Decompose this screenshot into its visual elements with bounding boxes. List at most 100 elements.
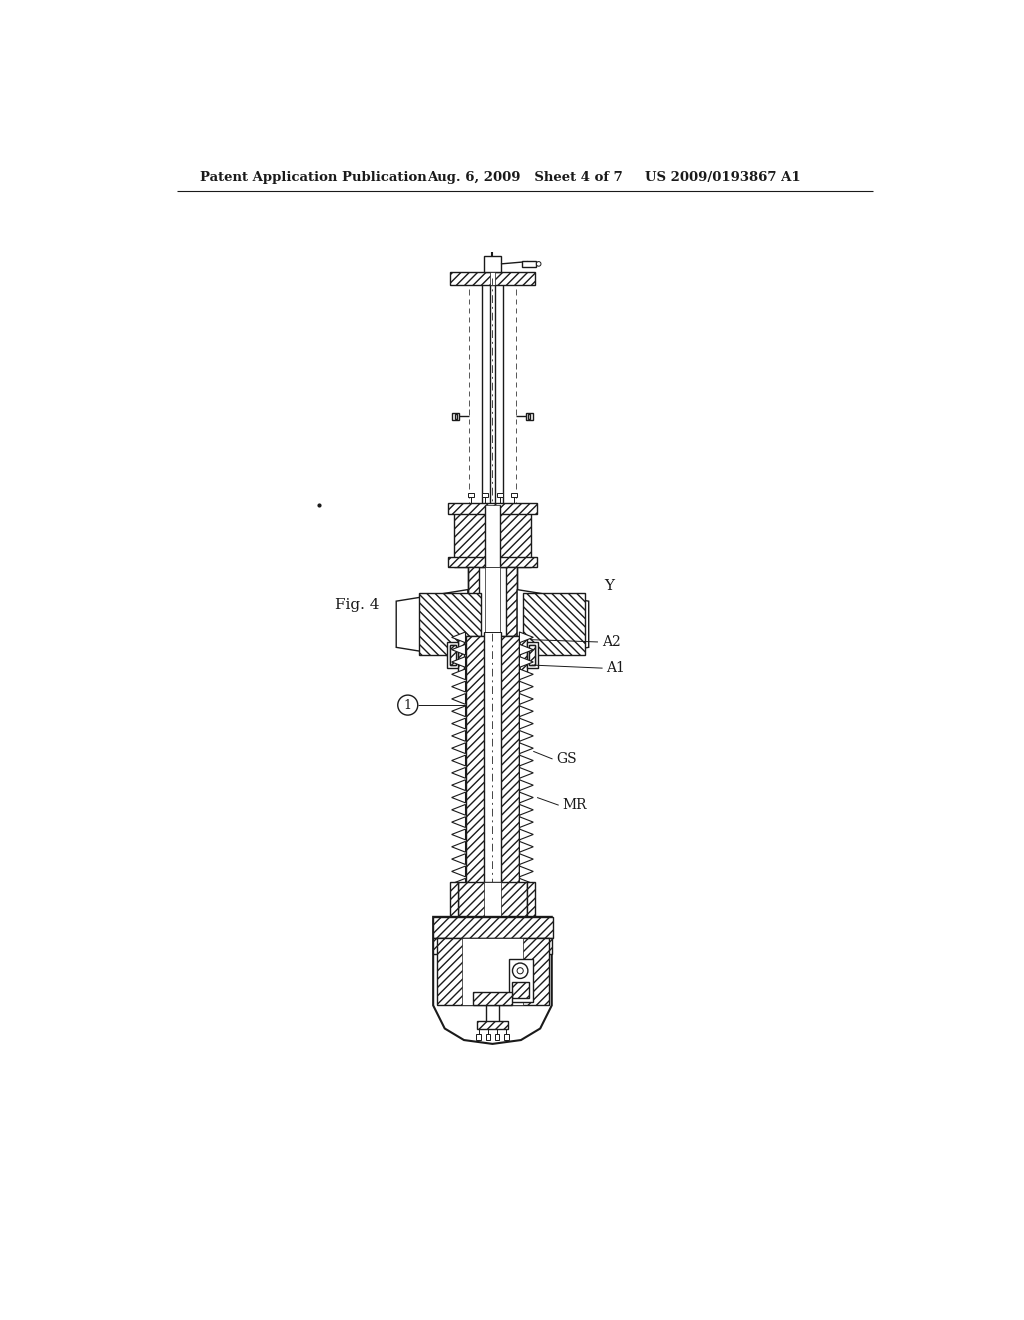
Bar [451, 645, 457, 665]
Bar [477, 1020, 508, 1028]
Circle shape [397, 696, 418, 715]
Bar [466, 636, 519, 917]
Polygon shape [433, 917, 552, 1044]
Polygon shape [452, 792, 466, 803]
Bar [525, 412, 534, 420]
Polygon shape [519, 891, 534, 902]
Polygon shape [519, 681, 534, 692]
Bar [522, 261, 537, 267]
Text: Patent Application Publication: Patent Application Publication [200, 172, 427, 185]
Text: A1: A1 [605, 661, 625, 675]
Text: Fig. 4: Fig. 4 [335, 598, 379, 612]
Bar [462, 939, 523, 1006]
Bar [484, 566, 500, 636]
Circle shape [517, 968, 523, 974]
Polygon shape [519, 755, 534, 766]
Bar [447, 557, 538, 566]
Bar [468, 492, 474, 498]
Bar [419, 594, 481, 655]
Polygon shape [452, 706, 466, 717]
Polygon shape [519, 780, 534, 791]
Polygon shape [452, 866, 466, 876]
Bar [528, 645, 535, 665]
Bar [447, 503, 538, 515]
Polygon shape [452, 841, 466, 853]
Bar [495, 1034, 500, 1040]
Polygon shape [519, 829, 534, 840]
Bar [447, 642, 458, 668]
Polygon shape [452, 743, 466, 754]
Bar [484, 504, 500, 566]
Bar [473, 991, 512, 1006]
Bar [484, 632, 501, 921]
Bar [481, 492, 487, 498]
Polygon shape [396, 590, 468, 659]
Bar [437, 939, 549, 1006]
Polygon shape [452, 903, 466, 913]
Text: 1: 1 [403, 698, 412, 711]
Polygon shape [519, 718, 534, 729]
Bar [485, 1034, 490, 1040]
Bar [433, 917, 553, 939]
Polygon shape [519, 792, 534, 803]
Bar [464, 636, 521, 675]
Bar [455, 414, 457, 418]
Polygon shape [519, 706, 534, 717]
Polygon shape [452, 681, 466, 692]
Polygon shape [452, 829, 466, 840]
Bar [497, 492, 503, 498]
Polygon shape [452, 644, 466, 655]
Bar [433, 939, 447, 954]
Polygon shape [452, 632, 466, 643]
Bar [506, 566, 517, 636]
Polygon shape [517, 590, 589, 659]
Bar [527, 642, 538, 668]
Circle shape [512, 964, 528, 978]
Polygon shape [452, 780, 466, 791]
Bar [490, 272, 495, 285]
Bar [476, 1034, 481, 1040]
Polygon shape [452, 730, 466, 742]
Polygon shape [452, 878, 466, 890]
Polygon shape [452, 804, 466, 816]
Bar [451, 272, 535, 285]
Bar [470, 642, 515, 668]
Polygon shape [519, 817, 534, 828]
Bar [511, 492, 517, 498]
Polygon shape [452, 891, 466, 902]
Text: US 2009/0193867 A1: US 2009/0193867 A1 [645, 172, 801, 185]
Bar [458, 636, 466, 675]
Bar [451, 882, 458, 917]
Polygon shape [519, 903, 534, 913]
Bar [484, 882, 501, 917]
Text: Aug. 6, 2009   Sheet 4 of 7: Aug. 6, 2009 Sheet 4 of 7 [427, 172, 623, 185]
Polygon shape [519, 854, 534, 865]
Polygon shape [519, 878, 534, 890]
Polygon shape [519, 841, 534, 853]
Bar [528, 414, 530, 418]
Polygon shape [519, 632, 534, 643]
Bar [528, 645, 535, 665]
Polygon shape [452, 656, 466, 668]
Text: A2: A2 [602, 635, 621, 649]
Text: GS: GS [556, 752, 577, 766]
Bar [538, 939, 552, 954]
Text: Y: Y [604, 578, 614, 593]
Polygon shape [519, 693, 534, 705]
Polygon shape [452, 854, 466, 865]
Circle shape [537, 261, 541, 267]
Bar [519, 636, 527, 675]
Polygon shape [452, 718, 466, 729]
Bar [523, 594, 585, 655]
Polygon shape [452, 767, 466, 779]
Polygon shape [452, 693, 466, 705]
Bar [512, 982, 528, 998]
Bar [484, 256, 501, 272]
Bar [454, 504, 531, 566]
Polygon shape [519, 866, 534, 876]
Polygon shape [519, 656, 534, 668]
Bar [466, 640, 520, 671]
Bar [509, 960, 532, 1002]
Polygon shape [519, 730, 534, 742]
Polygon shape [519, 767, 534, 779]
